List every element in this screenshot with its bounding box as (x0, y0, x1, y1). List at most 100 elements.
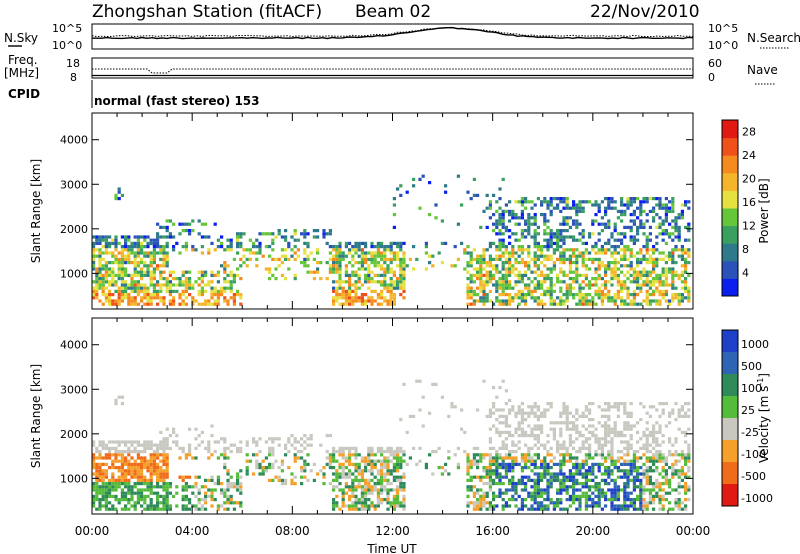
velocity-cell (642, 498, 646, 502)
power-cell (389, 245, 393, 249)
power-cell (613, 273, 617, 277)
power-cell (543, 229, 547, 233)
power-cell (380, 273, 384, 277)
velocity-cell (354, 498, 358, 502)
velocity-cell (386, 501, 390, 505)
power-cell (639, 206, 643, 210)
velocity-cell (210, 424, 214, 428)
velocity-cell (95, 469, 99, 473)
velocity-cell (261, 459, 265, 463)
power-cell (610, 283, 614, 287)
power-cell (664, 261, 668, 265)
power-cell (613, 222, 617, 226)
velocity-cell (575, 498, 579, 502)
velocity-cell (143, 488, 147, 492)
velocity-cell (536, 427, 540, 431)
power-cell (341, 289, 345, 293)
velocity-cell (95, 491, 99, 495)
velocity-cell (104, 491, 108, 495)
power-cell (648, 257, 652, 261)
velocity-cell (197, 434, 201, 438)
velocity-cell (648, 450, 652, 454)
power-cell (600, 229, 604, 233)
power-cell (92, 241, 96, 245)
velocity-cell (165, 504, 169, 508)
power-cell (453, 264, 457, 268)
velocity-cell (101, 440, 105, 444)
power-cell (348, 241, 352, 245)
power-cell (306, 254, 310, 258)
power-cell (95, 286, 99, 290)
power-cell (396, 187, 400, 191)
power-cell (495, 264, 499, 268)
power-cell (575, 213, 579, 217)
velocity-cell (376, 459, 380, 463)
power-cell (533, 289, 537, 293)
nsky-panel: N.Sky 10^5 10^0 10^5 10^0 N.Search (4, 22, 800, 52)
velocity-cell (130, 469, 134, 473)
velocity-cell (194, 446, 198, 450)
power-cell (268, 277, 272, 281)
power-cell (533, 299, 537, 303)
velocity-cell (341, 475, 345, 479)
power-cell (623, 209, 627, 213)
power-cell (124, 245, 128, 249)
velocity-cell (156, 462, 160, 466)
power-cell (392, 203, 396, 207)
velocity-cell (108, 446, 112, 450)
power-cell (639, 213, 643, 217)
velocity-cell (380, 475, 384, 479)
velocity-cell (504, 424, 508, 428)
velocity-cell (380, 491, 384, 495)
power-cell (565, 219, 569, 223)
velocity-cell (300, 482, 304, 486)
velocity-cell (655, 450, 659, 454)
velocity-cell (552, 478, 556, 482)
power-cell (108, 293, 112, 297)
power-cell (674, 235, 678, 239)
velocity-cell (632, 501, 636, 505)
power-cell (495, 248, 499, 252)
power-cell (460, 203, 464, 207)
velocity-cell (540, 507, 544, 511)
velocity-cell (632, 482, 636, 486)
power-cell (495, 222, 499, 226)
velocity-cell (261, 472, 265, 476)
velocity-cell (610, 498, 614, 502)
velocity-cell (245, 440, 249, 444)
power-cell (258, 248, 262, 252)
power-cell (594, 203, 598, 207)
velocity-cell (687, 485, 691, 489)
power-cell (514, 273, 518, 277)
power-cell (376, 280, 380, 284)
velocity-cell (488, 453, 492, 457)
power-cell (530, 280, 534, 284)
power-cell (341, 251, 345, 255)
power-cell (98, 235, 102, 239)
power-cell (495, 209, 499, 213)
power-cell (524, 293, 528, 297)
power-cell (565, 222, 569, 226)
velocity-cell (626, 424, 630, 428)
velocity-cell (367, 482, 371, 486)
power-cell (671, 277, 675, 281)
velocity-cell (386, 472, 390, 476)
power-cell (476, 299, 480, 303)
velocity-cell (559, 491, 563, 495)
velocity-cell (172, 427, 176, 431)
power-cell (620, 264, 624, 268)
velocity-cell (136, 501, 140, 505)
velocity-cell (402, 507, 406, 511)
velocity-cell (514, 414, 518, 418)
velocity-cell (252, 453, 256, 457)
power-cell (610, 254, 614, 258)
velocity-cell (466, 456, 470, 460)
velocity-cell (95, 507, 99, 511)
velocity-cell (412, 446, 416, 450)
velocity-cell (335, 472, 339, 476)
velocity-cell (636, 421, 640, 425)
power-cell (181, 280, 185, 284)
power-cell (146, 273, 150, 277)
velocity-cell (511, 469, 515, 473)
power-cell (168, 289, 172, 293)
